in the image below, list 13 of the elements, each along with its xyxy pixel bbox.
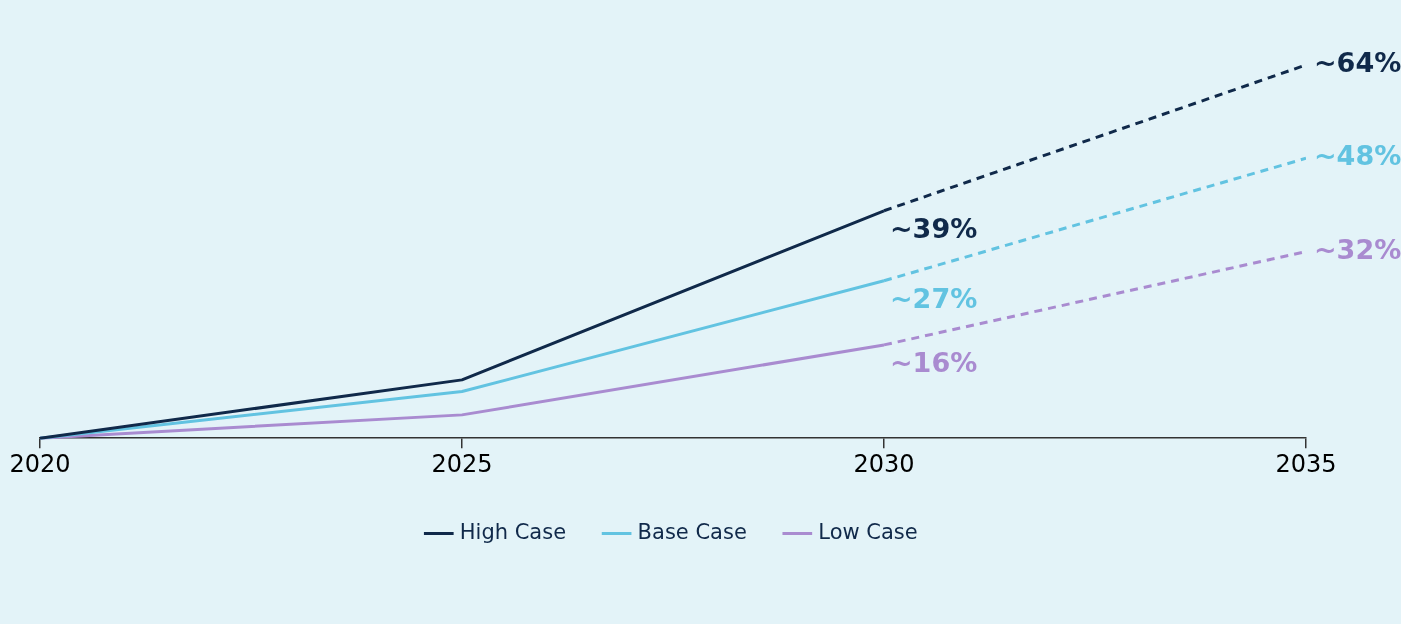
data-label: ~64% [1314,47,1401,78]
x-tick-label: 2020 [9,449,71,478]
data-label: ~32% [1314,233,1401,265]
x-tick-label: 2035 [1275,449,1337,478]
legend-label: Base Case [637,519,747,544]
data-label: ~48% [1314,140,1401,172]
legend-label: Low Case [818,519,918,544]
data-label: ~16% [890,346,978,378]
data-label: ~39% [890,212,978,244]
legend-label: High Case [459,519,567,544]
x-tick-label: 2025 [431,449,493,478]
x-tick-label: 2030 [853,449,915,478]
data-label: ~27% [890,282,978,314]
